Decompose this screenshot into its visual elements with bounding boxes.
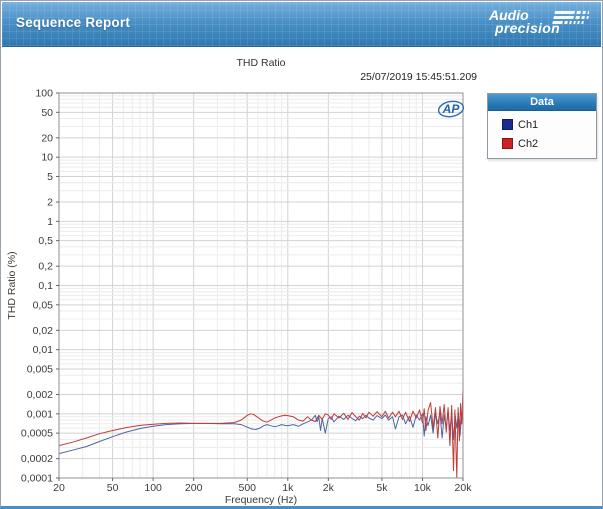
y-tick-label: 0,01 [33, 344, 54, 356]
legend-title: Data [488, 94, 596, 111]
legend-body: Ch1 Ch2 [488, 111, 596, 158]
x-tick-label: 2k [323, 482, 335, 494]
y-tick-label: 0,5 [38, 235, 53, 247]
y-tick-label: 10 [41, 152, 53, 164]
y-tick-label: 100 [35, 88, 53, 100]
y-tick-label: 0,05 [33, 299, 54, 311]
thd-ratio-plot[interactable]: 100 50 20 10 5 2 1 0,5 0,2 0,1 0,05 0,02 0,01 0,005 0,… [1, 1, 603, 509]
y-tick-label: 50 [41, 107, 53, 119]
x-tick-label: 10k [414, 482, 432, 494]
legend-item-ch2[interactable]: Ch2 [502, 134, 590, 153]
y-tick-label: 0,1 [38, 280, 53, 292]
x-tick-label: 20k [455, 482, 473, 494]
y-tick-label: 0,0001 [21, 473, 53, 485]
legend-label: Ch1 [518, 119, 538, 131]
y-tick-label: 2 [47, 197, 53, 209]
x-tick-label: 200 [185, 482, 203, 494]
x-tick-label: 1k [282, 482, 294, 494]
x-tick-label: 500 [238, 482, 256, 494]
y-axis-title: THD Ratio (%) [6, 251, 18, 319]
x-tick-label: 100 [144, 482, 162, 494]
y-tick-label: 0,02 [33, 325, 54, 337]
svg-text:AP: AP [442, 102, 461, 116]
y-tick-label: 0,005 [27, 363, 53, 375]
legend-panel: Data Ch1 Ch2 [487, 93, 597, 159]
x-tick-label: 50 [107, 482, 119, 494]
x-axis-title: Frequency (Hz) [225, 494, 297, 506]
y-tick-label: 0,001 [27, 408, 53, 420]
legend-swatch [502, 119, 513, 130]
sequence-report-window: Sequence Report Audio precision THD Rati… [0, 0, 603, 509]
y-tick-label: 1 [47, 216, 53, 228]
x-tick-label: 5k [376, 482, 388, 494]
y-tick-label: 20 [41, 132, 53, 144]
ap-watermark-icon: AP [436, 98, 466, 120]
legend-label: Ch2 [518, 138, 538, 150]
legend-swatch [502, 138, 513, 149]
y-tick-label: 0,0002 [21, 453, 53, 465]
legend-item-ch1[interactable]: Ch1 [502, 115, 590, 134]
y-tick-label: 0,2 [38, 261, 53, 273]
x-tick-label: 20 [53, 482, 65, 494]
y-tick-label: 0,002 [27, 389, 53, 401]
y-tick-label: 5 [47, 171, 53, 183]
y-tick-label: 0,0005 [21, 428, 53, 440]
